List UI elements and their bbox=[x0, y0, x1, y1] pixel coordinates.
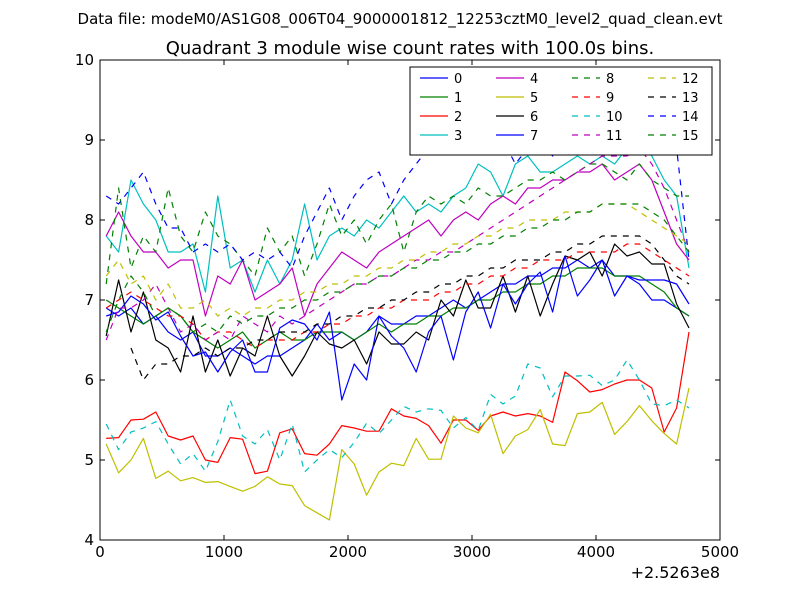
legend-label-3: 3 bbox=[454, 129, 462, 144]
series-line-13 bbox=[130, 235, 690, 381]
y-tick-label: 7 bbox=[84, 291, 94, 309]
legend-label-4: 4 bbox=[530, 72, 538, 87]
legend-label-1: 1 bbox=[454, 91, 462, 106]
series-line-8 bbox=[105, 163, 689, 285]
y-tick-label: 9 bbox=[84, 131, 94, 149]
chart-title: Quadrant 3 module wise count rates with … bbox=[166, 38, 655, 59]
series-line-3 bbox=[105, 139, 690, 293]
data-file-header: Data file: modeM0/AS1G08_006T04_90000018… bbox=[78, 10, 723, 29]
series-line-10 bbox=[105, 359, 690, 473]
x-tick-label: 3000 bbox=[453, 543, 491, 561]
x-tick-label: 4000 bbox=[577, 543, 615, 561]
legend-label-5: 5 bbox=[530, 91, 538, 106]
series-line-5 bbox=[105, 387, 690, 521]
y-tick-label: 10 bbox=[75, 51, 94, 69]
x-tick-label: 5000 bbox=[701, 543, 739, 561]
series-layer bbox=[105, 107, 690, 521]
legend-label-7: 7 bbox=[530, 129, 538, 144]
legend-label-13: 13 bbox=[682, 91, 699, 106]
y-tick-label: 6 bbox=[84, 371, 94, 389]
series-line-15 bbox=[105, 203, 690, 333]
legend-label-8: 8 bbox=[606, 72, 614, 87]
legend-label-10: 10 bbox=[606, 110, 623, 125]
series-line-0 bbox=[105, 259, 690, 365]
y-tick-label: 4 bbox=[84, 531, 94, 549]
series-line-9 bbox=[105, 243, 690, 349]
legend-label-12: 12 bbox=[682, 72, 699, 87]
legend-label-9: 9 bbox=[606, 91, 614, 106]
y-tick-label: 8 bbox=[84, 211, 94, 229]
x-tick-label: 1000 bbox=[205, 543, 243, 561]
legend-label-14: 14 bbox=[682, 110, 699, 125]
legend-label-2: 2 bbox=[454, 110, 462, 125]
series-line-1 bbox=[105, 267, 690, 349]
x-offset-label: +2.5263e8 bbox=[631, 563, 720, 582]
legend-frame bbox=[409, 66, 713, 156]
series-line-4 bbox=[105, 163, 690, 317]
legend-label-6: 6 bbox=[530, 110, 538, 125]
series-line-6 bbox=[105, 243, 690, 377]
y-tick-label: 5 bbox=[84, 451, 94, 469]
series-line-7 bbox=[106, 255, 690, 401]
legend-label-11: 11 bbox=[606, 129, 623, 144]
x-tick-label: 2000 bbox=[329, 543, 367, 561]
series-line-11 bbox=[105, 147, 690, 341]
legend-label-15: 15 bbox=[682, 129, 699, 144]
legend-label-0: 0 bbox=[454, 72, 462, 87]
x-tick-label: 0 bbox=[95, 543, 105, 561]
